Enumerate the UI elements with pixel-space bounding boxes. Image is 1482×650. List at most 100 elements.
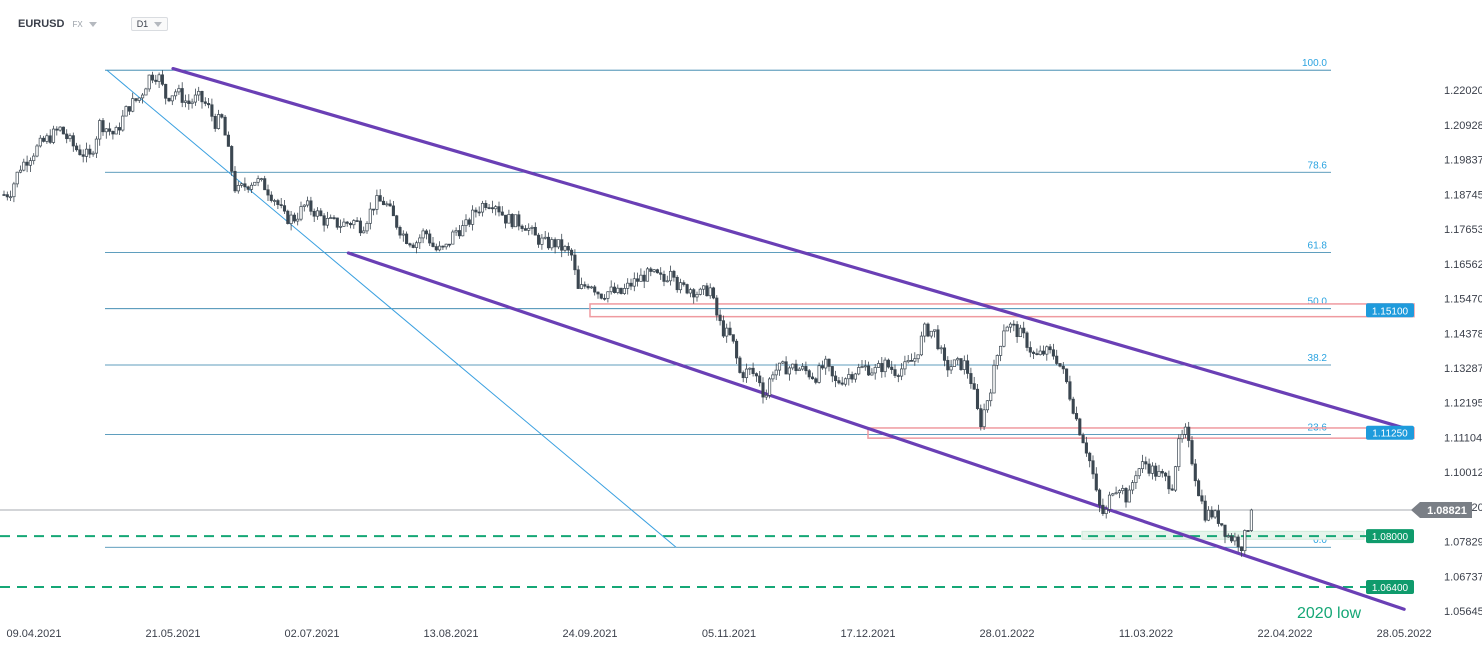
candle-body bbox=[315, 210, 320, 217]
candle-body bbox=[735, 340, 739, 359]
candle-body bbox=[25, 161, 29, 166]
candle-body bbox=[853, 373, 857, 380]
candle-body bbox=[325, 218, 329, 226]
candle-body bbox=[1216, 510, 1220, 524]
candle-body bbox=[147, 74, 151, 90]
candle-body bbox=[530, 226, 534, 229]
candle-body bbox=[1223, 524, 1227, 537]
candle-body bbox=[71, 135, 75, 147]
candle-body bbox=[1065, 368, 1069, 383]
candle-body bbox=[827, 358, 831, 367]
candle-body bbox=[273, 200, 277, 202]
candle-body bbox=[550, 239, 554, 249]
candle-body bbox=[207, 103, 211, 106]
candle-body bbox=[345, 221, 349, 224]
timeframe-selector[interactable]: D1 bbox=[130, 17, 169, 31]
candle-body bbox=[1018, 327, 1022, 338]
candle-body bbox=[200, 90, 204, 103]
candle-body bbox=[180, 88, 184, 103]
candle-body bbox=[167, 97, 171, 102]
candle-body bbox=[332, 217, 336, 219]
fib-level-label: 38.2 bbox=[1308, 353, 1328, 364]
fib-level-label: 100.0 bbox=[1302, 58, 1327, 69]
candle-body bbox=[979, 408, 983, 428]
candle-body bbox=[494, 206, 498, 210]
candle-body bbox=[876, 363, 881, 368]
candle-body bbox=[599, 293, 603, 299]
candle-body bbox=[2, 194, 6, 196]
candle-body bbox=[375, 195, 379, 210]
price-tag-label: 1.11250 bbox=[1372, 429, 1408, 440]
candle-body bbox=[692, 289, 696, 298]
candle-body bbox=[1045, 346, 1049, 355]
candle-body bbox=[1032, 351, 1036, 354]
candle-body bbox=[1144, 461, 1148, 465]
candle-body bbox=[1197, 480, 1201, 497]
candle-body bbox=[497, 206, 501, 213]
price-tag bbox=[1366, 303, 1414, 318]
candle-body bbox=[421, 230, 425, 239]
candle-body bbox=[662, 273, 666, 282]
candle-body bbox=[1048, 346, 1052, 351]
candle-body bbox=[190, 101, 194, 104]
candle-body bbox=[962, 360, 966, 370]
candle-body bbox=[985, 400, 989, 411]
symbol-dropdown-icon[interactable] bbox=[88, 21, 97, 27]
candle-body bbox=[51, 128, 56, 143]
candle-body bbox=[45, 135, 49, 142]
candle-body bbox=[78, 149, 82, 156]
candle-body bbox=[946, 359, 950, 371]
candle-body bbox=[1230, 535, 1234, 542]
candle-body bbox=[801, 366, 805, 370]
candle-body bbox=[1190, 440, 1194, 465]
candle-body bbox=[939, 347, 943, 350]
y-tick-label: 1.12195 bbox=[1444, 398, 1482, 410]
symbol-label[interactable]: EURUSD bbox=[18, 18, 65, 30]
candle-body bbox=[1206, 509, 1211, 521]
candle-body bbox=[1170, 488, 1174, 491]
candle-body bbox=[1088, 452, 1092, 462]
candle-body bbox=[1249, 509, 1253, 531]
resistance-zone bbox=[867, 427, 1415, 439]
candle-body bbox=[418, 237, 422, 244]
candle-body bbox=[764, 394, 768, 398]
x-tick-label: 11.03.2022 bbox=[1119, 628, 1173, 640]
candle-body bbox=[1246, 530, 1250, 532]
candle-body bbox=[1157, 470, 1161, 477]
candle-body bbox=[573, 254, 577, 271]
candle-body bbox=[612, 286, 617, 293]
candle-body bbox=[596, 291, 600, 295]
candle-body bbox=[266, 189, 270, 196]
candle-body bbox=[546, 236, 551, 249]
candle-body bbox=[1107, 494, 1112, 510]
candle-body bbox=[431, 242, 435, 247]
fib-level-label: 78.6 bbox=[1308, 160, 1328, 171]
y-tick-label: 1.19837 bbox=[1444, 155, 1482, 167]
candle-body bbox=[220, 114, 224, 118]
y-tick-label: 1.15470 bbox=[1444, 294, 1482, 306]
candle-body bbox=[1051, 349, 1055, 357]
candle-body bbox=[936, 329, 940, 350]
candle-body bbox=[583, 284, 587, 287]
candle-body bbox=[388, 203, 392, 207]
y-tick-label: 1.13287 bbox=[1444, 363, 1482, 375]
candle-body bbox=[385, 203, 389, 206]
candle-body bbox=[1233, 536, 1237, 542]
candle-body bbox=[91, 152, 95, 155]
candle-body bbox=[335, 217, 339, 228]
candle-body bbox=[1200, 495, 1204, 502]
candle-body bbox=[154, 79, 158, 82]
candle-body bbox=[777, 362, 782, 371]
candle-body bbox=[804, 366, 808, 372]
candle-body bbox=[451, 231, 455, 245]
candle-body bbox=[447, 243, 452, 246]
candle-body bbox=[401, 233, 405, 236]
candle-body bbox=[58, 126, 62, 131]
y-axis: 1.22020 1.20928 1.19837 1.18745 1.17653 1.165… bbox=[1444, 85, 1482, 618]
candle-body bbox=[761, 382, 765, 398]
candle-body bbox=[817, 365, 821, 383]
candle-body bbox=[322, 215, 326, 226]
candle-body bbox=[982, 409, 986, 428]
candle-body bbox=[329, 217, 333, 219]
